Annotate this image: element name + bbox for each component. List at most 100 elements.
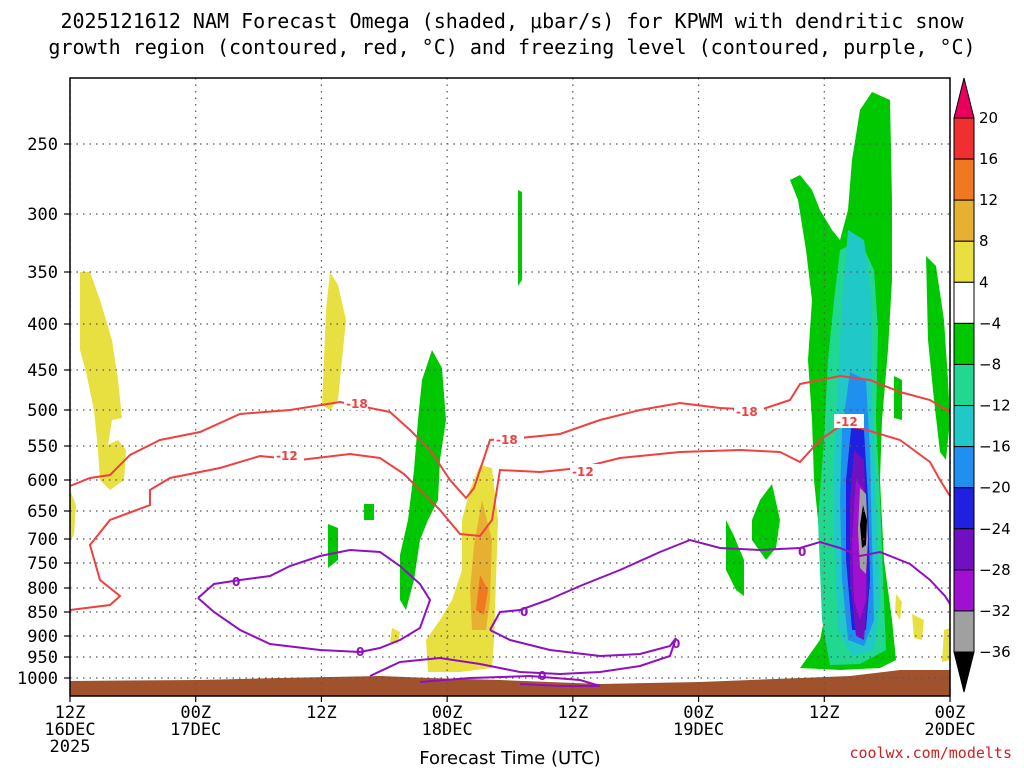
freezing-level-contour-east [489,538,951,631]
omega-yellow-region-7 [912,614,924,640]
freezing-level-contours [197,538,951,687]
y-tick-label: 600 [27,471,58,491]
omega-negative-shading [328,92,950,670]
y-tick-label: 800 [27,579,58,599]
contour-label-minus18-a: -18 [346,397,368,411]
x-tick-label: 12Z [557,703,588,723]
x-tick-label: 12Z [55,703,86,723]
contour-label-bg-5 [570,464,600,478]
contour-label-minus12-c: -12 [836,415,858,429]
x-tick-label: 18DEC [422,720,473,740]
x-tick-label: 20DEC [924,720,975,740]
colorbar-swatch [953,405,975,448]
freezing-level-contour-lower [369,629,677,677]
contour-label-bg-2 [494,432,524,446]
x-axis-label: Forecast Time (UTC) [419,748,600,768]
colorbar-label: 12 [979,191,998,209]
omega-yellow-region-2 [70,490,76,540]
contour-label-zero-f: 0 [798,545,806,559]
omega-green-region-9 [894,376,902,420]
contour-label-bg-1 [344,396,368,410]
omega-green-region-6 [752,484,780,560]
contour-label-bg-6 [834,414,864,428]
y-tick-label: 650 [27,502,58,522]
colorbar-swatch [953,281,975,324]
omega-yellow-region-3 [322,272,346,410]
colorbar-swatch [953,199,975,242]
colorbar-swatch [953,117,975,160]
credit-text: coolwx.com/modelts [849,744,1012,762]
y-tick-label: 700 [27,530,58,550]
contour-label-minus12-b: -12 [572,465,594,479]
omega-green-region-2 [400,350,446,610]
omega-green-region-4 [328,524,338,568]
dgz-minus12-contour [69,424,951,611]
contour-label-minus12-a: -12 [276,449,298,463]
x-tick-label: 00Z [180,703,211,723]
contour-label-zero-b: 0 [356,645,364,659]
colorbar-label: −24 [979,520,1011,538]
y-tick-label: 950 [27,648,58,668]
x-tick-label: 00Z [683,703,714,723]
x-tick-label: 00Z [935,703,966,723]
contour-label-minus18-b: -18 [496,433,518,447]
colorbar-top-arrow [953,77,975,119]
colorbar-label: −12 [979,397,1011,415]
colorbar-label: 8 [979,232,989,250]
x-tick-label: 00Z [432,703,463,723]
colorbar-label: −28 [979,561,1011,579]
plot-border [69,77,951,697]
contour-labels: -18 -18 -18 -12 -12 -12 0 0 0 0 0 0 [232,396,864,683]
freezing-level-contour-surface [419,674,601,687]
colorbar: 20 16 12 8 4 −4 −8 −12 −16 −20 −24 −28 −32 −36 [953,77,1011,693]
chart-title-line1: 2025121612 NAM Forecast Omega (shaded, μ… [60,9,964,33]
colorbar-label: −16 [979,438,1011,456]
y-tick-label: 350 [27,263,58,283]
omega-green-region-5 [726,520,744,596]
y-tick-label: 500 [27,401,58,421]
colorbar-swatch [953,528,975,571]
y-tick-label: 300 [27,205,58,225]
colorbar-label: 20 [979,109,998,127]
x-tick-label: 2025 [50,737,91,757]
x-tick-label: 17DEC [170,720,221,740]
colorbar-swatch [953,610,975,653]
y-tick-label: 850 [27,603,58,623]
contour-label-zero-d: 0 [672,637,680,651]
contour-label-zero-e: 0 [538,669,546,683]
colorbar-bottom-arrow [953,651,975,693]
y-tick-label: 750 [27,554,58,574]
y-tick-label: 1000 [17,669,58,689]
terrain-surface [70,670,950,696]
colorbar-label: −4 [979,314,1001,332]
freezing-level-contour-main [197,548,432,654]
colorbar-swatch [953,363,975,407]
colorbar-swatch [953,487,975,530]
y-tick-label: 550 [27,437,58,457]
colorbar-label: −32 [979,602,1011,620]
contour-label-zero-a: 0 [232,575,240,589]
colorbar-label: 16 [979,150,998,168]
colorbar-label: −8 [979,355,1001,373]
x-tick-label: 12Z [306,703,337,723]
omega-green-region-3 [364,504,374,520]
colorbar-swatch [953,569,975,612]
contour-label-zero-c: 0 [520,605,528,619]
contour-label-minus18-c: -18 [736,405,758,419]
omega-yellow-region-1 [80,272,126,490]
dgz-contours [69,374,951,611]
omega-positive-shading [70,272,950,672]
chart-title-line2: growth region (contoured, red, °C) and f… [48,35,975,59]
colorbar-label: −36 [979,643,1011,661]
y-tick-label: 250 [27,135,58,155]
colorbar-swatch [953,322,975,365]
colorbar-swatch [953,446,975,489]
colorbar-label: 4 [979,273,989,291]
omega-orange-core-2 [476,575,488,615]
x-tick-label: 12Z [809,703,840,723]
dgz-minus18-contour [69,374,951,500]
x-tick-label: 19DEC [673,720,724,740]
contour-label-bg-3 [734,404,764,418]
